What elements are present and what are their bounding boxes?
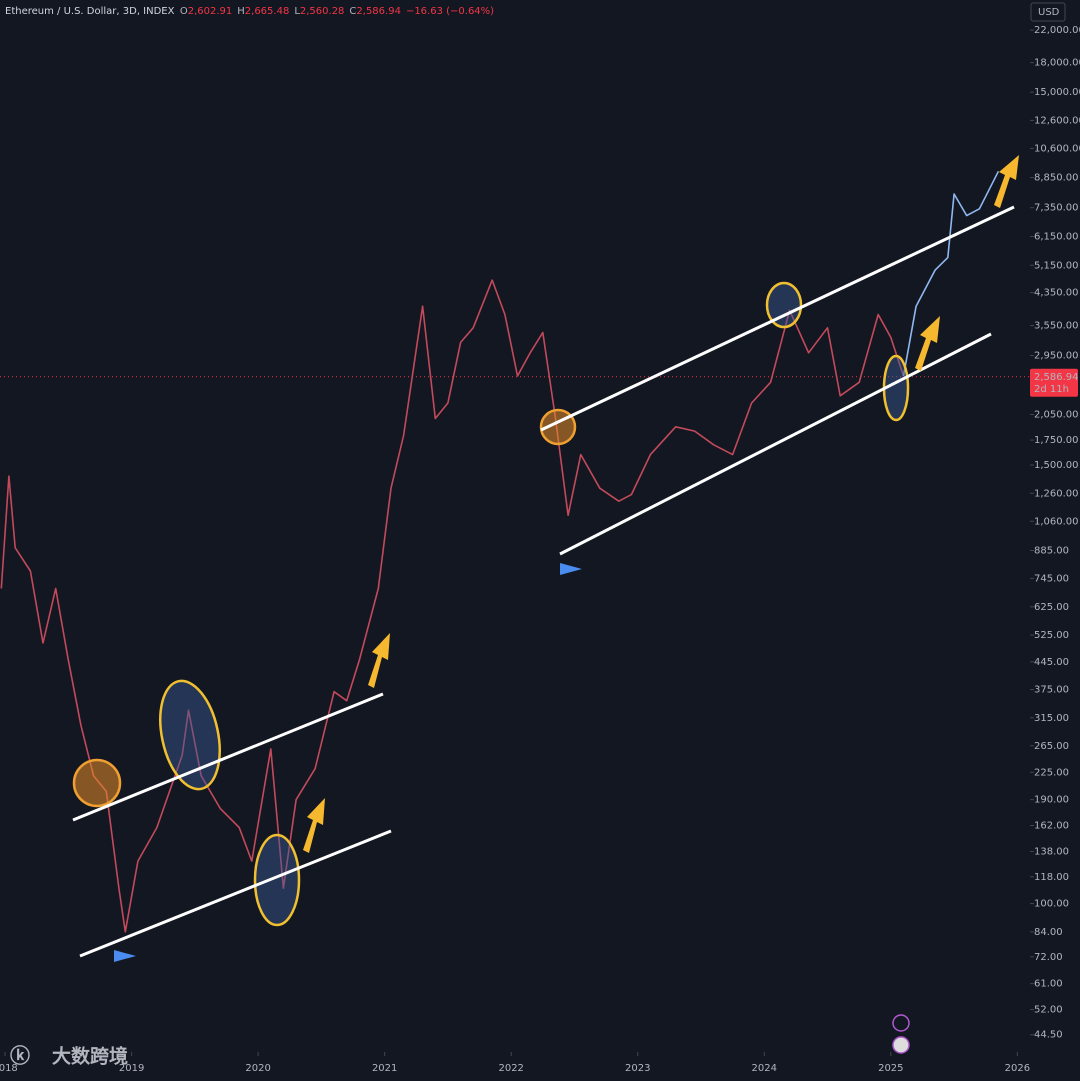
y-tick-label: 8,850.00 [1034,173,1079,184]
y-tick-label: 84.00 [1034,927,1063,938]
last-price-tag [1030,368,1078,397]
field-value: 2,586.94 [356,6,401,17]
y-tick-label: 190.00 [1034,795,1069,806]
trend-line [559,332,992,556]
x-tick-label: 2018 [0,1063,18,1074]
x-tick-label: 2022 [498,1063,523,1074]
y-tick-label: 225.00 [1034,767,1069,778]
field-key: O [180,6,188,17]
marker-triangle [560,563,582,575]
y-tick-label: 61.00 [1034,979,1063,990]
arrow [368,633,390,688]
trend-line [79,829,392,958]
y-tick-label: 2,050.00 [1034,409,1079,420]
price-line [902,170,1000,377]
y-tick-label: 3,550.00 [1034,321,1079,332]
y-tick-label: 52.00 [1034,1005,1063,1016]
y-tick-label: 5,150.00 [1034,260,1079,271]
y-tick-label: 15,000.00 [1034,87,1080,98]
y-tick-label: 745.00 [1034,573,1069,584]
field-value: 2,665.48 [245,6,290,17]
price-line [0,279,905,933]
x-tick-label: 2021 [372,1063,397,1074]
currency: USD [1038,7,1060,18]
last-price-label: 2,586.94 [1034,372,1079,383]
trend-line [72,692,384,822]
x-tick-label: 2024 [752,1063,777,1074]
x-tick-label: 2026 [1005,1063,1030,1074]
currency-box[interactable] [1030,2,1066,22]
arrow [994,155,1019,208]
y-tick-label: 265.00 [1034,741,1069,752]
event-icon[interactable] [892,1014,910,1032]
y-tick-label: 10,600.00 [1034,143,1080,154]
y-tick-label: 7,350.00 [1034,203,1079,214]
y-tick-label: 1,750.00 [1034,435,1079,446]
y-tick-label: 72.00 [1034,952,1063,963]
y-tick-label: 138.00 [1034,846,1069,857]
countdown: 2d 11h [1034,384,1069,395]
field-key: L [294,6,300,17]
field-key: C [349,6,356,17]
y-tick-label: 375.00 [1034,685,1069,696]
highlight-ellipse [765,281,803,329]
y-tick-label: 2,950.00 [1034,351,1079,362]
x-tick-label: 2025 [878,1063,903,1074]
y-tick-label: 315.00 [1034,713,1069,724]
arrow [915,316,940,371]
highlight-ellipse [159,679,221,791]
watermark: 大数跨境 [52,1045,128,1068]
header: Ethereum / U.S. Dollar, 3D, INDEX O2,602.… [5,6,494,17]
y-tick-label: 100.00 [1034,899,1069,910]
y-tick-label: 885.00 [1034,546,1069,557]
y-tick-label: 1,060.00 [1034,516,1079,527]
marker-triangle [114,950,136,962]
y-tick-label: 22,000.00 [1034,25,1080,36]
field-key: H [237,6,245,17]
y-tick-label: 12,600.00 [1034,115,1080,126]
x-tick-label: 2023 [625,1063,650,1074]
symbol: Ethereum / U.S. Dollar, 3D, INDEX [5,6,175,17]
logo: ⓚ [10,1044,30,1068]
y-tick-label: 625.00 [1034,602,1069,613]
x-tick-label: 2020 [245,1063,270,1074]
y-tick-label: 445.00 [1034,657,1069,668]
change: −16.63 (−0.64%) [406,6,494,17]
x-tick-label: 2019 [119,1063,144,1074]
y-tick-label: 6,150.00 [1034,232,1079,243]
arrow [303,798,325,853]
trend-line [540,205,1015,432]
y-tick-label: 1,500.00 [1034,460,1079,471]
flag-icon[interactable] [892,1036,910,1054]
y-tick-label: 525.00 [1034,630,1069,641]
y-tick-label: 162.00 [1034,820,1069,831]
y-tick-label: 4,350.00 [1034,288,1079,299]
plot [0,29,1034,1056]
annotations [72,155,1019,962]
field-value: 2,560.28 [300,6,345,17]
y-tick-label: 44.50 [1034,1030,1063,1041]
highlight-circle [72,758,122,808]
highlight-ellipse [253,833,301,927]
y-tick-label: 118.00 [1034,872,1069,883]
field-value: 2,602.91 [188,6,233,17]
y-tick-label: 18,000.00 [1034,58,1080,69]
y-tick-label: 1,260.00 [1034,488,1079,499]
